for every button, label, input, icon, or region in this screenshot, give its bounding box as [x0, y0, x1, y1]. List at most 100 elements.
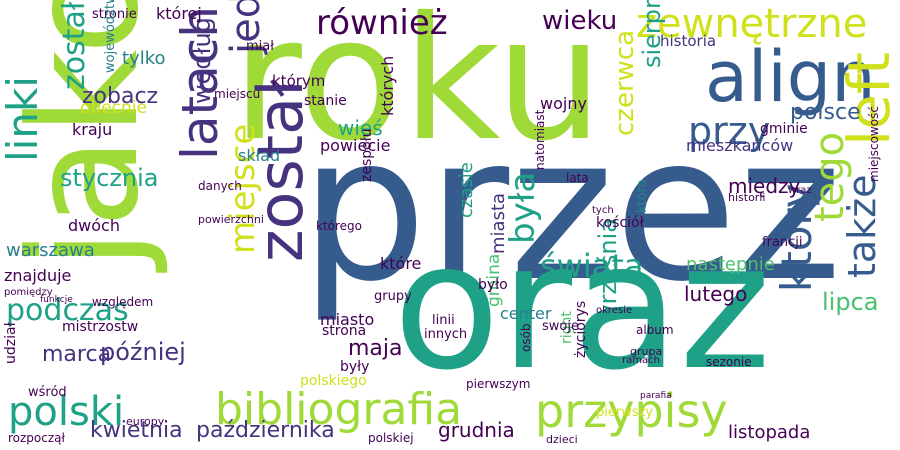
- word-historii: historii: [728, 191, 766, 204]
- word-sezonie: sezonie: [706, 355, 752, 369]
- word-oraz: oraz: [393, 206, 772, 409]
- word-strona: strona: [322, 323, 367, 339]
- word-ktorym: którym: [272, 72, 326, 90]
- word-wzgledem: względem: [92, 295, 154, 309]
- word-wojewodztwie: województwie: [103, 0, 118, 73]
- word-zespolu: zespołu: [359, 128, 375, 182]
- word-polski: polski: [8, 389, 125, 435]
- word-okresie: okresie: [596, 305, 633, 316]
- word-align: align: [705, 36, 876, 118]
- word-grudnia: grudnia: [438, 418, 515, 442]
- word-stronie: stronie: [92, 7, 137, 22]
- word-album: album: [636, 323, 674, 337]
- word-obecnie: obecnie: [80, 98, 147, 118]
- word-powiecie: powiecie: [320, 136, 391, 155]
- word-miedzy: między: [728, 174, 801, 198]
- word-gminie: gminie: [760, 121, 808, 137]
- word-kosciol: kościół: [596, 215, 644, 231]
- word-dwoch: dwóch: [68, 216, 120, 235]
- word-podczas: podczas: [6, 293, 129, 328]
- word-tego: tego: [807, 131, 853, 222]
- word-ktorych: których: [378, 55, 397, 116]
- word-swoje: swoje: [542, 319, 579, 334]
- word-zyciorys: życiorys: [573, 300, 589, 358]
- word-linki: linki: [0, 76, 47, 162]
- word-wraz: wraz: [788, 185, 812, 196]
- word-europy: europy: [126, 415, 165, 428]
- word-pierwszym: pierwszym: [466, 377, 531, 391]
- word-polskiej: polskiej: [368, 431, 414, 445]
- word-kwietnia: kwietnia: [90, 418, 183, 443]
- word-miejscowosc: miejscowość: [867, 106, 881, 182]
- word-lipca: lipca: [822, 288, 879, 316]
- word-maja: maja: [348, 336, 403, 361]
- word-funkcje: funkcje: [40, 295, 73, 305]
- word-czasie: czasie: [456, 162, 477, 218]
- word-tylko: tylko: [122, 48, 166, 69]
- word-czerwca: czerwca: [610, 29, 640, 136]
- word-przypisy: przypisy: [535, 384, 728, 438]
- word-miasta: miasta: [488, 192, 509, 254]
- word-zostala: została: [57, 0, 92, 90]
- word-ktorego: którego: [316, 219, 363, 233]
- word-grupy: grupy: [374, 289, 412, 304]
- word-rowniez: również: [316, 3, 448, 43]
- word-parafia: parafia: [640, 391, 672, 401]
- word-dzieci: dzieci: [546, 433, 578, 446]
- word-pazdziernika: października: [196, 418, 335, 443]
- word-listopada: listopada: [728, 422, 811, 443]
- word-ramach: ramach: [622, 355, 660, 366]
- word-wedlug: według: [188, 17, 216, 104]
- word-pierwszy: pierwszy: [596, 405, 654, 420]
- word-mieszkancow: mieszkańców: [686, 136, 794, 155]
- word-lata: lata: [566, 171, 589, 185]
- word-tych: tych: [592, 205, 614, 216]
- word-mial: miał: [246, 39, 274, 54]
- word-polskiego: polskiego: [300, 373, 367, 389]
- word-ktorej: której: [156, 4, 202, 23]
- word-udzial: udział: [3, 322, 19, 364]
- word-grupa: grupa: [630, 345, 663, 358]
- word-bylo: było: [478, 277, 508, 293]
- word-natomiast: natomiast: [533, 109, 547, 170]
- word-historia: historia: [660, 32, 717, 50]
- word-ktore: które: [380, 254, 422, 273]
- word-center: center: [500, 304, 552, 323]
- word-powierzchni: powierzchni: [198, 213, 264, 226]
- word-zobacz: zobacz: [82, 84, 159, 109]
- word-roku: roku: [232, 0, 604, 179]
- word-miasto: miasto: [320, 310, 375, 329]
- word-pomiedzy: pomiędzy: [4, 287, 53, 298]
- word-miejscu: miejscu: [214, 87, 261, 101]
- word-kraju: kraju: [72, 120, 113, 139]
- word-znajduje: znajduje: [4, 266, 72, 285]
- word-innych: innych: [424, 327, 468, 342]
- word-bibliografia: bibliografia: [215, 384, 463, 435]
- word-osob: osób: [519, 323, 533, 352]
- word-byla: była: [503, 171, 543, 244]
- word-nastepnie: następnie: [686, 254, 775, 275]
- word-pozniej: później: [100, 338, 186, 366]
- word-danych: danych: [198, 179, 242, 193]
- word-linii: linii: [432, 313, 455, 328]
- word-przez: przez: [300, 93, 843, 326]
- word-byly: były: [340, 359, 370, 375]
- word-lutego: lutego: [684, 282, 748, 306]
- word-stycznia: stycznia: [60, 164, 159, 192]
- word-sklad: skład: [238, 146, 281, 165]
- word-swiata: świata: [540, 247, 644, 285]
- word-wsrod: wśród: [28, 385, 67, 400]
- word-wies: wieś: [338, 116, 383, 140]
- word-polsce: polsce: [790, 100, 861, 125]
- word-rozpoczal: rozpoczął: [8, 431, 65, 445]
- word-mistrzostw: mistrzostw: [62, 319, 139, 335]
- word-stanie: stanie: [304, 93, 347, 109]
- word-wojny: wojny: [540, 94, 587, 113]
- word-francji: francji: [762, 235, 803, 250]
- word-warszawa: warszawa: [6, 240, 95, 261]
- word-przy: przy: [688, 109, 771, 153]
- word-wieku: wieku: [542, 6, 618, 36]
- word-zewnetrzne: zewnętrzne: [636, 1, 868, 47]
- word-ktora: która: [635, 179, 650, 213]
